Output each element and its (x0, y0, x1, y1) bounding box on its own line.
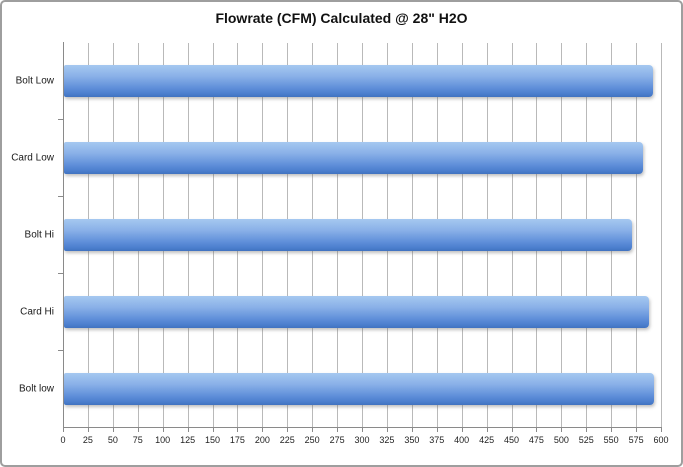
x-axis-tick-label: 475 (528, 435, 544, 445)
x-axis-tick (536, 427, 538, 432)
x-axis-tick (561, 427, 563, 432)
x-axis-tick (386, 427, 388, 432)
x-axis-tick (87, 427, 89, 432)
x-axis-tick-label: 550 (603, 435, 619, 445)
x-axis-tick-label: 575 (628, 435, 644, 445)
x-axis-tick (436, 427, 438, 432)
x-axis-tick (137, 427, 139, 432)
x-axis-tick (486, 427, 488, 432)
y-axis-category-label: Card Hi (20, 306, 54, 317)
x-axis-tick (461, 427, 463, 432)
x-axis-tick-label: 125 (180, 435, 196, 445)
x-axis-tick-label: 100 (155, 435, 171, 445)
x-axis-tick-label: 200 (254, 435, 270, 445)
bar-bolt-hi (64, 218, 633, 251)
x-axis-tick (611, 427, 613, 432)
x-axis-tick-label: 250 (304, 435, 320, 445)
x-axis-tick-label: 400 (454, 435, 470, 445)
x-axis-line (63, 427, 662, 428)
x-axis-tick (262, 427, 264, 432)
x-axis-tick (112, 427, 114, 432)
x-axis-tick (187, 427, 189, 432)
chart-title: Flowrate (CFM) Calculated @ 28" H2O (215, 10, 468, 26)
x-axis-tick (586, 427, 588, 432)
x-axis-tick-label: 75 (132, 435, 143, 445)
x-axis-tick (661, 427, 662, 432)
y-axis-tick (58, 119, 63, 120)
y-axis-tick (58, 196, 63, 197)
x-axis-tick-label: 350 (404, 435, 420, 445)
x-axis-tick (212, 427, 214, 432)
x-axis-tick-label: 50 (107, 435, 118, 445)
x-axis-tick (636, 427, 638, 432)
x-axis-tick (337, 427, 339, 432)
x-axis-tick (63, 427, 64, 432)
y-axis-category-label: Bolt Low (15, 75, 54, 86)
x-axis-tick-label: 25 (82, 435, 93, 445)
x-axis-tick-label: 225 (279, 435, 295, 445)
bar-bolt-low (64, 64, 654, 97)
x-axis-tick (411, 427, 413, 432)
y-axis-category-label: Bolt Hi (24, 229, 54, 240)
x-axis-tick (287, 427, 289, 432)
y-axis-line (63, 42, 64, 427)
bar-card-low (64, 141, 644, 174)
x-axis-tick (162, 427, 164, 432)
y-axis-tick (58, 350, 63, 351)
x-axis-tick-label: 150 (204, 435, 221, 445)
x-axis-tick (362, 427, 363, 432)
bar-bolt-low (64, 372, 655, 405)
x-axis-tick-label: 0 (60, 435, 66, 445)
y-axis-category-label: Bolt low (18, 383, 54, 394)
x-axis-tick (511, 427, 513, 432)
x-axis-tick-label: 525 (578, 435, 594, 445)
x-axis-tick-label: 275 (329, 435, 345, 445)
x-axis-tick-label: 375 (429, 435, 445, 445)
x-axis-tick-label: 450 (503, 435, 520, 445)
x-axis-tick-label: 500 (553, 435, 569, 445)
gridline (636, 43, 638, 427)
x-axis-tick-label: 300 (354, 435, 370, 445)
x-axis-tick (237, 427, 239, 432)
bar-card-hi (64, 295, 650, 328)
x-axis-tick-label: 325 (379, 435, 395, 445)
x-axis-tick-label: 600 (653, 435, 669, 445)
y-axis-category-label: Card Low (11, 152, 54, 163)
y-axis-tick (58, 273, 63, 274)
x-axis-tick-label: 175 (229, 435, 245, 445)
x-axis-tick-label: 425 (479, 435, 495, 445)
gridline (661, 43, 662, 427)
x-axis-tick (312, 427, 314, 432)
